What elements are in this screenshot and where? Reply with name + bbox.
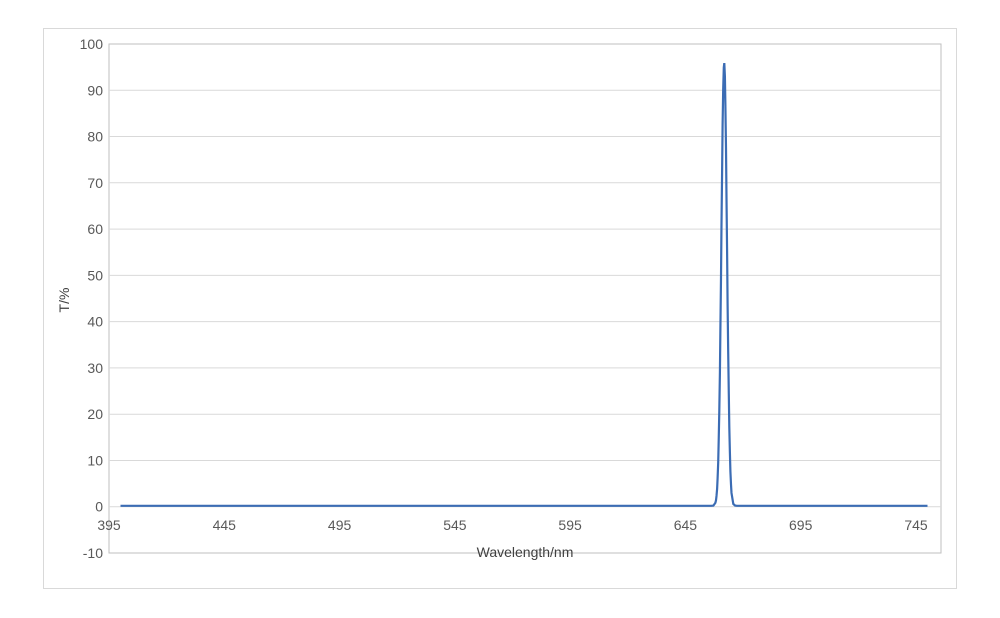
svg-text:40: 40 [87,314,103,330]
svg-text:495: 495 [328,517,352,533]
svg-text:445: 445 [213,517,237,533]
svg-text:745: 745 [904,517,928,533]
svg-text:395: 395 [97,517,121,533]
svg-text:20: 20 [87,406,103,422]
svg-text:60: 60 [87,221,103,237]
svg-text:695: 695 [789,517,813,533]
svg-text:10: 10 [87,453,103,469]
svg-text:595: 595 [558,517,582,533]
svg-text:30: 30 [87,360,103,376]
svg-text:T/%: T/% [56,288,72,313]
svg-text:Wavelength/nm: Wavelength/nm [477,544,574,560]
svg-text:0: 0 [95,499,103,515]
svg-text:100: 100 [80,36,104,52]
svg-text:50: 50 [87,267,103,283]
svg-text:545: 545 [443,517,467,533]
svg-text:645: 645 [674,517,698,533]
svg-text:80: 80 [87,129,103,145]
svg-text:70: 70 [87,175,103,191]
svg-text:-10: -10 [83,545,103,561]
svg-text:90: 90 [87,82,103,98]
